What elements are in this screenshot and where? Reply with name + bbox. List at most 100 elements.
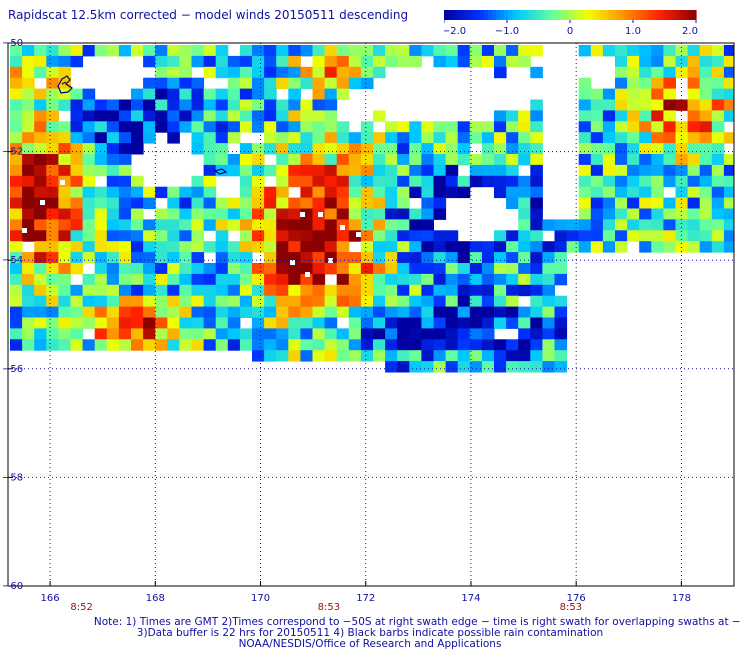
data-cell bbox=[397, 132, 410, 144]
data-cell bbox=[155, 241, 168, 253]
data-cell bbox=[687, 219, 701, 231]
data-cell bbox=[34, 154, 47, 166]
data-cell bbox=[530, 66, 543, 79]
data-cell bbox=[215, 99, 229, 111]
data-cell bbox=[70, 132, 84, 144]
data-cell bbox=[155, 110, 168, 122]
data-cell bbox=[276, 252, 289, 264]
data-cell bbox=[191, 317, 205, 329]
colorbar-step bbox=[680, 10, 685, 20]
data-cell bbox=[288, 306, 301, 318]
data-cell bbox=[663, 55, 676, 68]
data-cell bbox=[723, 164, 734, 177]
data-cell bbox=[82, 110, 96, 122]
data-cell bbox=[34, 230, 47, 242]
data-cell bbox=[191, 45, 205, 57]
rain-flag bbox=[22, 228, 27, 233]
data-cell bbox=[336, 154, 350, 166]
data-cell bbox=[554, 317, 568, 329]
data-cell bbox=[203, 175, 217, 188]
data-cell bbox=[324, 295, 338, 308]
data-cell bbox=[481, 132, 495, 144]
data-cell bbox=[675, 241, 689, 253]
data-cell bbox=[566, 219, 580, 231]
data-cell bbox=[409, 208, 422, 220]
data-cell bbox=[699, 121, 713, 133]
data-cell bbox=[239, 110, 253, 122]
data-cell bbox=[94, 252, 108, 264]
data-cell bbox=[288, 273, 301, 286]
data-cell bbox=[651, 55, 664, 68]
data-cell bbox=[179, 219, 192, 231]
data-cell bbox=[203, 219, 217, 231]
data-cell bbox=[373, 143, 386, 155]
data-cell bbox=[433, 55, 447, 68]
data-cell bbox=[348, 306, 362, 318]
data-cell bbox=[167, 88, 180, 100]
colorbar-step bbox=[552, 10, 557, 20]
data-cell bbox=[203, 186, 217, 199]
data-cell bbox=[191, 186, 205, 199]
data-cell bbox=[469, 328, 483, 340]
data-cell bbox=[276, 132, 289, 144]
data-cell bbox=[191, 132, 205, 144]
data-cell bbox=[252, 99, 265, 111]
data-cell bbox=[227, 328, 241, 340]
data-cell bbox=[360, 328, 374, 340]
data-cell bbox=[397, 164, 410, 177]
data-cell bbox=[215, 252, 229, 264]
data-cell bbox=[590, 230, 604, 242]
data-cell bbox=[397, 143, 410, 155]
data-cell bbox=[22, 263, 35, 275]
data-cell bbox=[373, 350, 386, 362]
data-cell bbox=[324, 121, 338, 133]
data-cell bbox=[252, 328, 265, 340]
data-cell bbox=[179, 230, 192, 242]
data-cell bbox=[639, 45, 652, 57]
data-cell bbox=[348, 350, 362, 362]
data-cell bbox=[22, 77, 35, 90]
data-cell bbox=[34, 55, 47, 68]
data-cell bbox=[239, 230, 253, 242]
data-cell bbox=[288, 263, 301, 275]
data-cell bbox=[602, 88, 616, 100]
data-cell bbox=[433, 175, 447, 188]
data-cell bbox=[590, 143, 604, 155]
data-cell bbox=[94, 110, 108, 122]
data-cell bbox=[506, 241, 519, 253]
data-cell bbox=[457, 284, 471, 297]
data-cell bbox=[179, 88, 192, 100]
data-cell bbox=[324, 339, 338, 351]
data-cell bbox=[252, 45, 265, 57]
data-cell bbox=[264, 55, 277, 68]
data-cell bbox=[590, 241, 604, 253]
data-cell bbox=[70, 339, 84, 351]
data-cell bbox=[457, 154, 471, 166]
data-cell bbox=[300, 241, 313, 253]
data-cell bbox=[191, 88, 205, 100]
data-cell bbox=[590, 121, 604, 133]
data-cell bbox=[46, 99, 59, 111]
rain-flag bbox=[356, 232, 361, 237]
lat-label: −54 bbox=[2, 255, 23, 266]
data-cell bbox=[264, 186, 277, 199]
data-cell bbox=[22, 55, 35, 68]
data-cell bbox=[276, 99, 289, 111]
data-cell bbox=[94, 284, 108, 297]
data-cell bbox=[385, 328, 398, 340]
data-cell bbox=[239, 328, 253, 340]
data-cell bbox=[542, 219, 555, 231]
data-cell bbox=[179, 263, 192, 275]
data-cell bbox=[239, 186, 253, 199]
data-cell bbox=[360, 55, 374, 68]
data-cell bbox=[687, 143, 701, 155]
data-cell bbox=[288, 110, 301, 122]
data-cell bbox=[348, 66, 362, 79]
data-cell bbox=[711, 154, 725, 166]
data-cell bbox=[348, 186, 362, 199]
data-cell bbox=[46, 143, 59, 155]
data-cell bbox=[723, 230, 734, 242]
data-cell bbox=[542, 350, 555, 362]
data-cell bbox=[699, 88, 713, 100]
data-cell bbox=[70, 317, 84, 329]
